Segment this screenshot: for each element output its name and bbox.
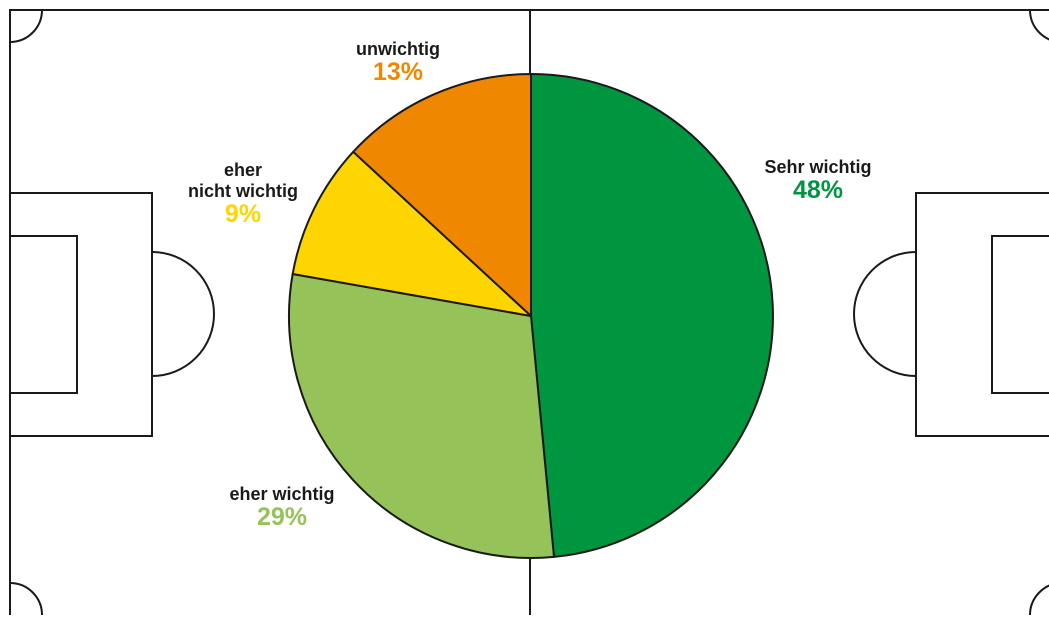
goal-area-left [10, 235, 78, 394]
penalty-area-left [10, 192, 153, 437]
slice-label-eher-nicht-wichtig-line-2: nicht wichtig [188, 181, 298, 201]
goal-area-right [991, 235, 1049, 394]
penalty-area-right [915, 192, 1049, 437]
corner-arc-bottom-left [9, 582, 43, 616]
slice-label-unwichtig: unwichtig [356, 39, 440, 59]
slice-label-eher-nicht-wichtig-line-1: eher [224, 160, 262, 180]
penalty-arc-left [151, 251, 215, 377]
slice-value-unwichtig: 13% [373, 58, 423, 86]
corner-arc-bottom-right [1029, 584, 1049, 616]
pie-slice-eher-wichtig [288, 272, 555, 559]
slice-value-sehr-wichtig: 48% [793, 176, 843, 204]
slice-label-sehr-wichtig: Sehr wichtig [764, 157, 871, 177]
pie-slice-unwichtig [352, 73, 532, 317]
corner-arc-top-left [9, 9, 43, 43]
slice-value-eher-nicht-wichtig: 9% [225, 200, 261, 228]
pie-slice-sehr-wichtig [530, 73, 774, 558]
pie-slice-eher-nicht-wichtig [291, 150, 532, 317]
slice-value-eher-wichtig: 29% [257, 503, 307, 531]
corner-arc-top-right [1029, 9, 1049, 41]
slice-label-eher-wichtig: eher wichtig [229, 484, 334, 504]
field-border [9, 9, 1049, 620]
pie-slices [288, 73, 774, 559]
penalty-arc-right [853, 251, 917, 377]
